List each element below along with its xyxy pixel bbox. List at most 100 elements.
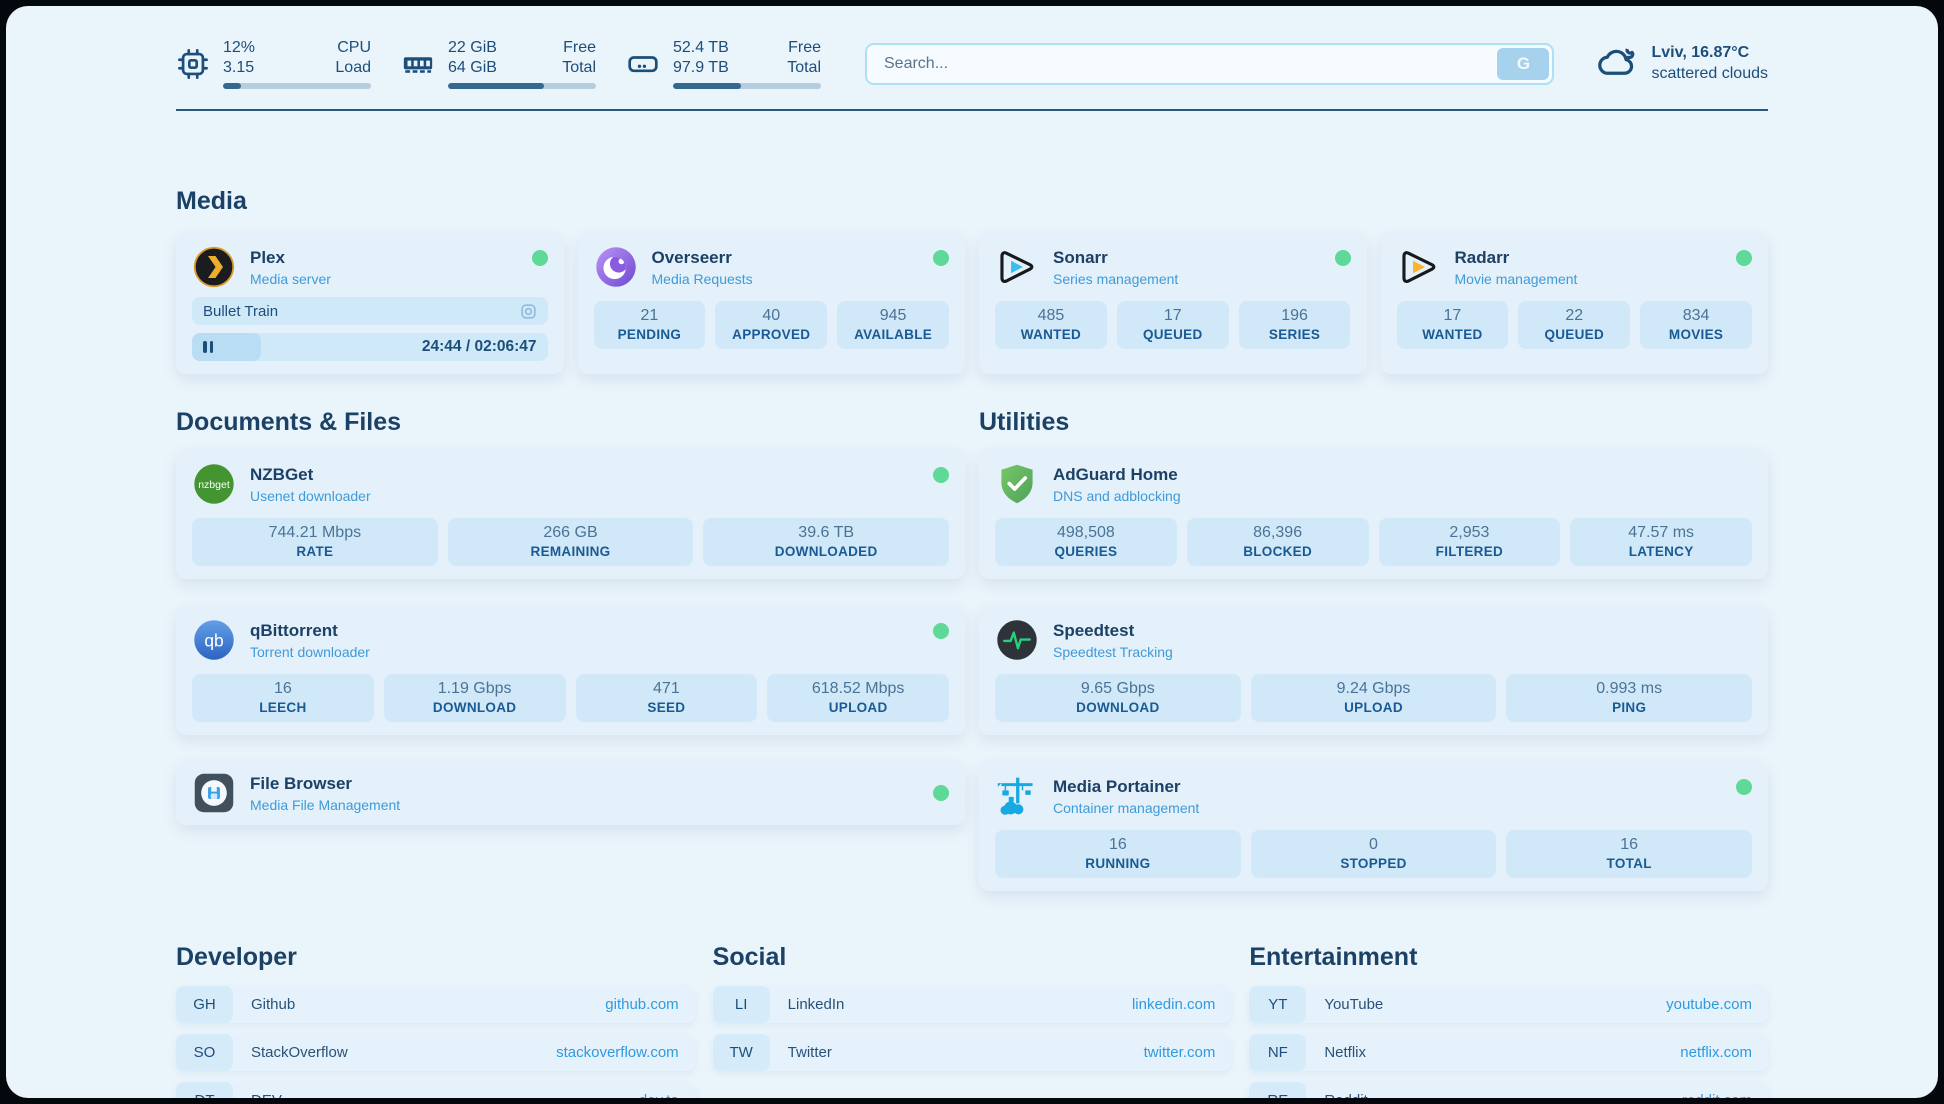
cpu-load-label: Load (335, 58, 371, 76)
service-name: NZBGet (250, 464, 314, 484)
bookmark-abbr: TW (712, 1034, 770, 1072)
overseerr-card[interactable]: Overseerr Media Requests 21 PENDING 40 A… (577, 232, 965, 375)
stat-wanted: 485 WANTED (995, 301, 1107, 350)
disk-free-label: Free (788, 39, 821, 56)
bookmark-url: stackoverflow.com (556, 1044, 679, 1062)
memory-total-label: Total (562, 58, 596, 76)
plex-card[interactable]: Plex Media server Bullet Train 24:44 / 0… (176, 232, 564, 375)
bookmark-abbr: SO (176, 1034, 233, 1072)
service-subtitle: Series management (1053, 270, 1179, 287)
stat-download: 9.65 Gbps DOWNLOAD (995, 674, 1241, 723)
bookmark-name: Twitter (787, 1044, 832, 1062)
service-name: File Browser (250, 773, 353, 793)
adguard-icon (995, 462, 1039, 506)
stat-running: 16 RUNNING (995, 830, 1241, 879)
section-title-documents: Documents & Files (176, 408, 402, 437)
filebrowser-card[interactable]: File Browser Media File Management (176, 761, 965, 826)
disk-widget: 52.4 TB 97.9 TB Free Total (626, 38, 821, 90)
bookmark-abbr: GH (176, 986, 233, 1024)
bookmark-name: YouTube (1324, 996, 1384, 1014)
bookmark-dev[interactable]: DT DEV dev.to (176, 1082, 695, 1098)
service-subtitle: Media server (250, 270, 331, 287)
stat-queries: 498,508 QUERIES (995, 518, 1177, 567)
playback-time: 24:44 / 02:06:47 (421, 338, 537, 356)
section-title-entertainment: Entertainment (1249, 943, 1418, 972)
section-title-social: Social (712, 943, 787, 972)
stat-latency: 47.57 ms LATENCY (1570, 518, 1752, 567)
svg-text:qb: qb (204, 630, 223, 650)
service-name: Plex (250, 247, 285, 267)
status-dot (531, 250, 548, 267)
bookmark-url: youtube.com (1666, 996, 1752, 1014)
now-playing-bar: Bullet Train (192, 297, 548, 326)
service-subtitle: Media File Management (250, 796, 401, 813)
pause-icon[interactable] (203, 341, 213, 354)
status-dot (1334, 250, 1351, 267)
playback-progress-bar[interactable]: 24:44 / 02:06:47 (192, 333, 548, 362)
bookmark-name: StackOverflow (251, 1044, 348, 1062)
weather-condition: scattered clouds (1651, 64, 1768, 82)
bookmark-name: Reddit (1324, 1092, 1367, 1098)
bookmark-url: reddit.com (1682, 1092, 1768, 1098)
cpu-widget: 12% 3.15 CPU Load (176, 38, 371, 90)
bookmark-abbr: DT (176, 1082, 233, 1098)
status-dot (1736, 250, 1752, 267)
memory-progress-bar (448, 83, 596, 90)
cpu-usage-value: 12% (223, 39, 256, 56)
memory-free-label: Free (563, 39, 596, 56)
bookmark-url: netflix.com (1680, 1044, 1752, 1062)
stat-downloaded: 39.6 TB DOWNLOADED (703, 518, 950, 567)
disk-progress-bar (673, 83, 821, 90)
stat-pending: 21 PENDING (593, 301, 706, 350)
bookmark-github[interactable]: GH Github github.com (176, 986, 695, 1024)
sonarr-icon (995, 245, 1039, 289)
bookmark-name: DEV (251, 1092, 282, 1098)
bookmark-stackoverflow[interactable]: SO StackOverflow stackoverflow.com (176, 1034, 695, 1072)
search-bar[interactable]: G (865, 42, 1555, 85)
service-name: AdGuard Home (1053, 464, 1178, 484)
bookmark-abbr: YT (1249, 986, 1307, 1024)
stat-rate: 744.21 Mbps RATE (192, 518, 438, 567)
radarr-card[interactable]: Radarr Movie management 17 WANTED 22 QUE… (1380, 232, 1768, 375)
cpu-label: CPU (337, 39, 371, 56)
disk-total-label: Total (787, 58, 821, 76)
now-playing-title: Bullet Train (203, 302, 279, 320)
radarr-icon (1397, 245, 1441, 289)
bookmark-reddit[interactable]: RE Reddit reddit.com (1249, 1082, 1768, 1098)
speedtest-card[interactable]: Speedtest Speedtest Tracking 9.65 Gbps D… (979, 605, 1768, 736)
bookmark-youtube[interactable]: YT YouTube youtube.com (1249, 986, 1768, 1024)
status-dot (933, 467, 949, 484)
status-dot (933, 250, 949, 267)
service-name: Media Portainer (1053, 776, 1181, 796)
status-dot (1736, 779, 1752, 796)
sonarr-card[interactable]: Sonarr Series management 485 WANTED 17 Q… (979, 232, 1367, 375)
status-dot (933, 623, 949, 640)
qbittorrent-card[interactable]: qb qBittorrent Torrent downloader 16 LEE… (176, 605, 965, 736)
search-provider-button[interactable]: G (1497, 47, 1550, 80)
adguard-card[interactable]: AdGuard Home DNS and adblocking 498,508 … (979, 449, 1768, 580)
nzbget-card[interactable]: nzbget NZBGet Usenet downloader 744.21 M… (176, 449, 965, 580)
bookmark-name: Github (251, 996, 296, 1014)
stat-blocked: 86,396 BLOCKED (1186, 518, 1369, 567)
bookmark-twitter[interactable]: TW Twitter twitter.com (712, 1034, 1232, 1072)
bookmark-abbr: NF (1249, 1034, 1307, 1072)
bookmark-name: LinkedIn (787, 996, 845, 1014)
media-grid: Plex Media server Bullet Train 24:44 / 0… (176, 232, 1768, 375)
portainer-card[interactable]: Media Portainer Container management 16 … (979, 761, 1768, 892)
cloud-icon (1596, 43, 1638, 84)
memory-free-value: 22 GiB (448, 39, 497, 56)
section-title-utilities: Utilities (979, 408, 1070, 437)
overseerr-icon (594, 245, 638, 289)
bookmark-linkedin[interactable]: LI LinkedIn linkedin.com (712, 986, 1232, 1024)
cpu-load-value: 3.15 (223, 58, 255, 76)
stat-total: 16 TOTAL (1506, 830, 1753, 879)
stat-seed: 471 SEED (575, 674, 758, 723)
stat-filtered: 2,953 FILTERED (1378, 518, 1561, 567)
stat-wanted: 17 WANTED (1396, 301, 1509, 350)
memory-widget: 22 GiB 64 GiB Free Total (401, 38, 596, 90)
bookmark-netflix[interactable]: NF Netflix netflix.com (1249, 1034, 1768, 1072)
top-bar: 12% 3.15 CPU Load (176, 38, 1768, 90)
disk-icon (626, 47, 660, 81)
bookmark-url: twitter.com (1143, 1044, 1216, 1062)
search-input[interactable] (870, 54, 1498, 73)
